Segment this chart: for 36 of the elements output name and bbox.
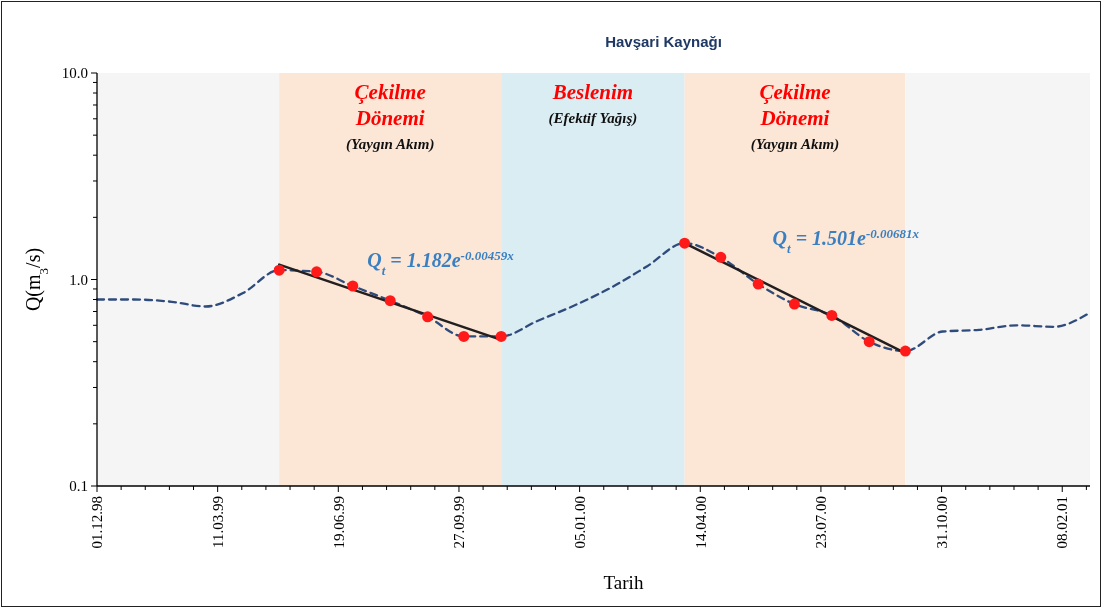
- point: [788, 298, 800, 310]
- point: [422, 311, 434, 323]
- x-tick-label: 01.12.98: [89, 496, 106, 549]
- y-tick-label: 0.1: [69, 478, 88, 495]
- x-tick-label: 31.10.00: [933, 496, 950, 549]
- point: [899, 345, 911, 357]
- point: [679, 237, 691, 249]
- x-tick-label: 19.06.99: [330, 496, 347, 549]
- point: [752, 278, 764, 290]
- x-tick-label: 05.01.00: [571, 496, 588, 549]
- annotation: (Efektif Yağış): [548, 110, 638, 127]
- annotation: (Yaygın Akım): [750, 136, 840, 153]
- x-tick-label: 14.04.00: [692, 496, 709, 549]
- point: [863, 336, 875, 348]
- x-tick-label: 08.02.01: [1054, 496, 1071, 549]
- point: [347, 280, 359, 292]
- x-axis-title: Tarih: [603, 572, 644, 593]
- annotation: (Yaygın Akım): [345, 136, 435, 153]
- point: [384, 295, 396, 307]
- point: [458, 330, 470, 342]
- chart-title: Havşari Kaynağı: [605, 33, 722, 50]
- y-tick-label: 1.0: [69, 271, 88, 288]
- point: [495, 330, 507, 342]
- band-label: Çekilme Dönemi: [759, 80, 831, 130]
- annotation: Q$_{t}$ = 1.182e$^{-0.00459x}$: [367, 247, 515, 278]
- point: [311, 266, 323, 278]
- point: [273, 264, 285, 276]
- y-tick-label: 10.0: [61, 65, 88, 82]
- point: [826, 309, 838, 321]
- x-tick-label: 11.03.99: [209, 496, 226, 548]
- band-label: Çekilme Dönemi: [354, 80, 426, 130]
- annotation: Q$_{t}$ = 1.501e$^{-0.00681x}$: [772, 225, 920, 256]
- x-tick-label: 27.09.99: [451, 496, 468, 549]
- band-label: Beslenim: [551, 80, 634, 104]
- point: [715, 251, 727, 263]
- x-tick-label: 23.07.00: [813, 496, 830, 549]
